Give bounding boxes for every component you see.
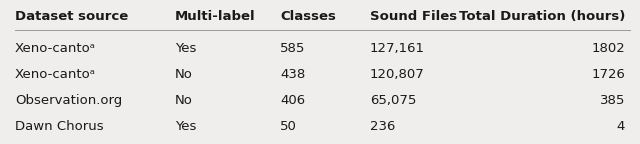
Text: Dawn Chorus: Dawn Chorus: [15, 120, 104, 133]
Text: Sound Files: Sound Files: [370, 10, 457, 23]
Text: No: No: [175, 94, 193, 107]
Text: Multi-label: Multi-label: [175, 10, 255, 23]
Text: 65,075: 65,075: [370, 94, 417, 107]
Text: 406: 406: [280, 94, 305, 107]
Text: Total Duration (hours): Total Duration (hours): [459, 10, 625, 23]
Text: 585: 585: [280, 42, 305, 55]
Text: Dataset source: Dataset source: [15, 10, 128, 23]
Text: 1726: 1726: [591, 68, 625, 81]
Text: Yes: Yes: [175, 120, 196, 133]
Text: 127,161: 127,161: [370, 42, 425, 55]
Text: 4: 4: [616, 120, 625, 133]
Text: Classes: Classes: [280, 10, 336, 23]
Text: 120,807: 120,807: [370, 68, 425, 81]
Text: Yes: Yes: [175, 42, 196, 55]
Text: Xeno-cantoᵃ: Xeno-cantoᵃ: [15, 68, 96, 81]
Text: 236: 236: [370, 120, 396, 133]
Text: 1802: 1802: [591, 42, 625, 55]
Text: 50: 50: [280, 120, 297, 133]
Text: 385: 385: [600, 94, 625, 107]
Text: Observation.org: Observation.org: [15, 94, 122, 107]
Text: No: No: [175, 68, 193, 81]
Text: Xeno-cantoᵃ: Xeno-cantoᵃ: [15, 42, 96, 55]
Text: 438: 438: [280, 68, 305, 81]
